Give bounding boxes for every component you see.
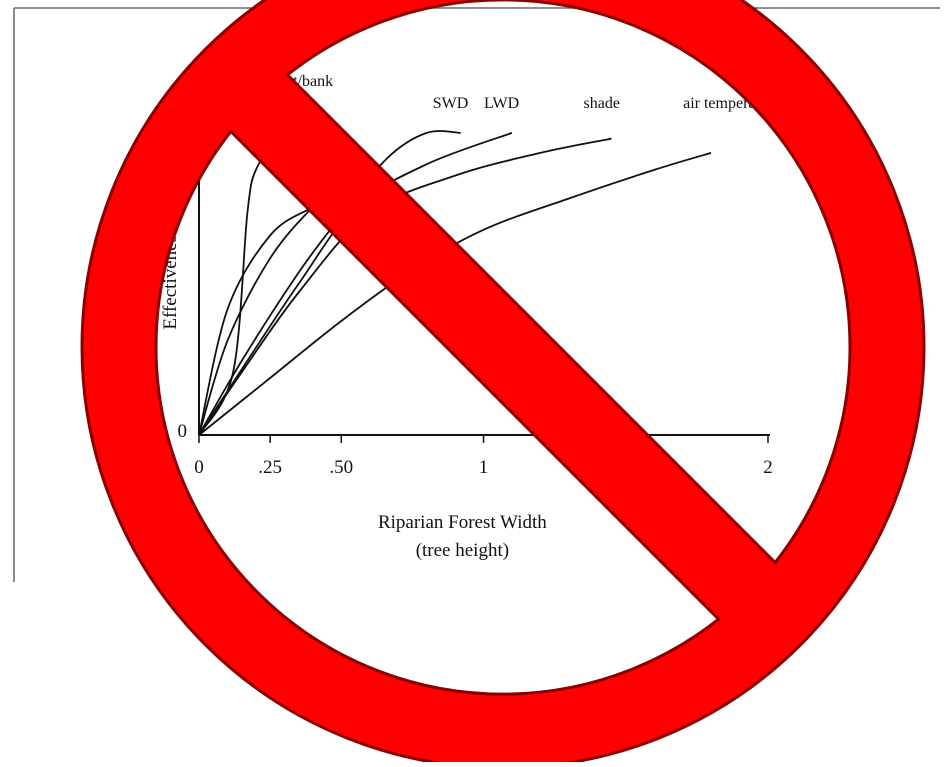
series-label-shade: shade <box>584 95 620 112</box>
x-tick-label: .50 <box>329 457 353 478</box>
x-tick-label: .25 <box>258 457 282 478</box>
x-tick-label: 0 <box>194 457 204 478</box>
x-tick-label: 1 <box>479 457 489 478</box>
figure-frame <box>13 7 940 582</box>
x-axis-title-line2: (tree height) <box>416 540 509 561</box>
series-line-lwd <box>198 132 513 436</box>
prohibition-overlay <box>80 0 926 767</box>
chart-labels: at/bankitySWDLWDshadeair temperature <box>286 73 780 112</box>
series-label-swd: SWD <box>433 95 469 112</box>
prohibition-ring <box>80 0 926 767</box>
series-line-root-strength <box>198 147 293 436</box>
x-axis-title-line1: Riparian Forest Width <box>378 512 547 533</box>
y-tick-label: 0 <box>178 421 188 442</box>
x-tick-label: 2 <box>763 457 773 478</box>
series-label-lwd: LWD <box>484 95 519 112</box>
prohibition-slash <box>184 28 822 666</box>
